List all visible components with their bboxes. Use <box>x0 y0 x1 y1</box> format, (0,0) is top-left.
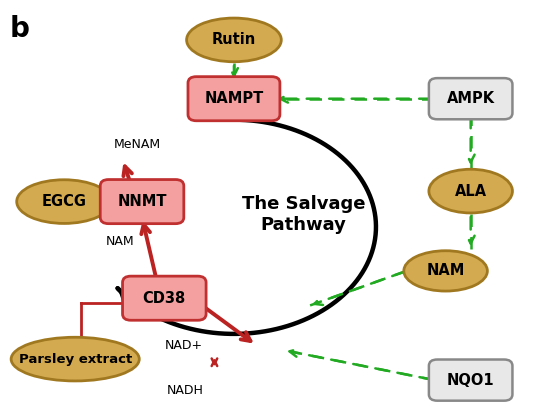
Text: MeNAM: MeNAM <box>114 138 162 151</box>
Text: NNMT: NNMT <box>118 194 167 209</box>
Text: CD38: CD38 <box>143 291 186 306</box>
Text: NAM: NAM <box>427 263 465 278</box>
Text: The Salvage
Pathway: The Salvage Pathway <box>242 195 365 234</box>
Text: Parsley extract: Parsley extract <box>18 353 132 365</box>
Text: b: b <box>10 15 30 43</box>
Text: EGCG: EGCG <box>42 194 86 209</box>
FancyBboxPatch shape <box>100 179 184 223</box>
Ellipse shape <box>429 169 512 213</box>
Text: Rutin: Rutin <box>212 32 256 47</box>
Ellipse shape <box>17 180 111 223</box>
Text: AMPK: AMPK <box>447 91 495 106</box>
Text: NQO1: NQO1 <box>447 373 495 388</box>
Text: NADH: NADH <box>167 384 203 397</box>
Text: NAD+: NAD+ <box>165 339 203 352</box>
FancyBboxPatch shape <box>429 78 512 119</box>
Text: ALA: ALA <box>455 184 487 199</box>
Ellipse shape <box>404 251 487 291</box>
Ellipse shape <box>187 18 281 62</box>
FancyBboxPatch shape <box>188 76 280 121</box>
FancyBboxPatch shape <box>123 276 206 320</box>
Text: NAMPT: NAMPT <box>204 91 263 106</box>
Text: NAM: NAM <box>105 235 134 248</box>
FancyBboxPatch shape <box>429 360 512 401</box>
Ellipse shape <box>11 337 139 381</box>
